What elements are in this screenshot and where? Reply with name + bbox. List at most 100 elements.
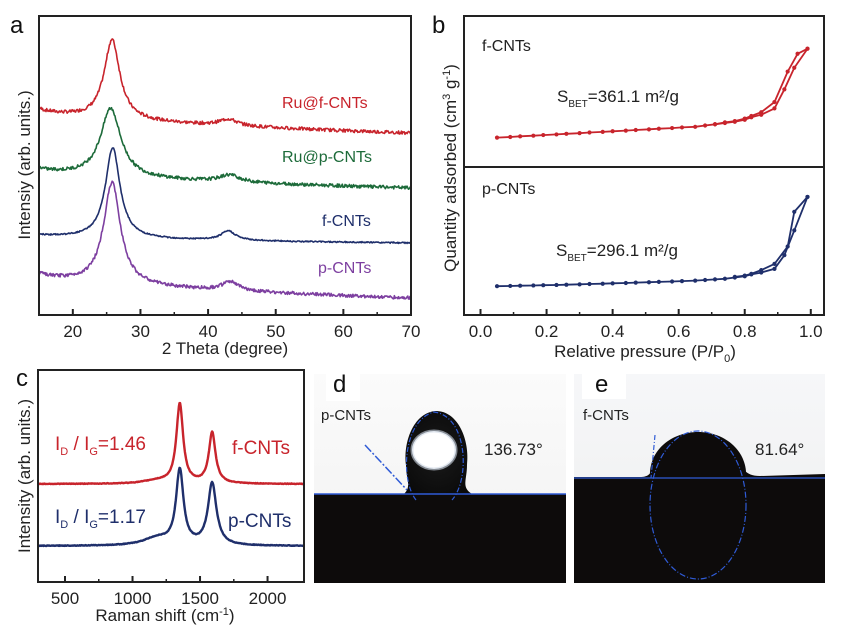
- y-title-main: Quantity adsorbed (cm: [441, 100, 460, 272]
- xrd-line-ru-at-f-cnts: [38, 38, 412, 136]
- isotherm-point: [633, 280, 638, 285]
- isotherm-point: [679, 279, 685, 284]
- isotherm-point: [785, 69, 790, 74]
- isotherm-point: [792, 65, 797, 70]
- isotherm-point: [518, 134, 523, 139]
- panel-a: a 20 30 40 50 60 70 Ru@f-CNTs Ru@p-CNTs f-CNTs p…: [10, 12, 420, 358]
- isotherm-point: [577, 282, 582, 287]
- panel-c-f-cnts-ratio: ID / IG=1.46: [55, 434, 146, 458]
- panel-letter-d: d: [333, 371, 346, 398]
- x-title-main: Raman shift (cm: [95, 606, 219, 625]
- isotherm-point: [508, 283, 513, 289]
- sbet-subscript: BET: [568, 99, 587, 110]
- x-title-subscript: 0: [724, 353, 730, 365]
- isotherm-point: [712, 122, 718, 127]
- isotherm-point: [795, 51, 800, 56]
- isotherm-point: [742, 116, 747, 121]
- isotherm-point: [494, 284, 500, 289]
- x-tick-label: 0.4: [601, 322, 625, 341]
- xrd-series-label: Ru@p-CNTs: [282, 149, 372, 166]
- panel-letter-e: e: [595, 371, 608, 398]
- isotherm-point: [577, 131, 582, 136]
- isotherm-point: [785, 244, 790, 249]
- isotherm-point: [693, 278, 698, 283]
- x-tick-label: 30: [131, 322, 150, 341]
- y-title-sup1: 3: [441, 94, 453, 100]
- isotherm-point: [712, 277, 718, 282]
- isotherm-point: [759, 110, 764, 115]
- isotherm-point: [531, 283, 536, 288]
- isotherm-point: [742, 273, 747, 278]
- isotherm-point: [610, 129, 615, 134]
- photo-e-substrate: [574, 470, 825, 583]
- ratio-mid: / I: [68, 434, 89, 455]
- panel-a-series-labels: Ru@f-CNTs Ru@p-CNTs f-CNTs p-CNTs: [282, 95, 372, 277]
- isotherm-point: [679, 125, 685, 130]
- isotherm-point: [518, 283, 523, 288]
- panel-b-bottom-sample-label: p-CNTs: [482, 181, 535, 198]
- x-tick-label: 50: [266, 322, 285, 341]
- isotherm-point: [703, 123, 708, 128]
- panel-c: c 500 1000 1500 2000 ID / IG=1.46 ID / IG=1…: [15, 365, 305, 625]
- isotherm-point: [646, 280, 652, 285]
- photo-e-fit-circle: [649, 430, 747, 580]
- panel-a-series-group: [38, 38, 412, 300]
- sbet-value: =296.1 m²/g: [587, 241, 678, 260]
- isotherm-point: [749, 271, 754, 276]
- isotherm-point: [782, 87, 787, 92]
- isotherm-point: [772, 266, 777, 271]
- panel-b: b 0.0 0.2 0.4 0.6 0.8 1.0 f-CNTs p-CNTs SBET=…: [432, 12, 825, 365]
- photo-e-letter-box: [582, 371, 626, 399]
- isotherm-point: [600, 281, 605, 286]
- isotherm-point: [759, 267, 764, 273]
- ratio-g-sub: G: [89, 446, 98, 458]
- isotherm-point: [494, 135, 500, 140]
- panel-a-frame: [38, 15, 412, 316]
- isotherm-point: [564, 131, 569, 136]
- panel-a-y-axis-title: Intensiy (arb. units.): [15, 90, 34, 239]
- isotherm-point: [722, 276, 728, 281]
- isotherm-point: [805, 194, 810, 200]
- isotherm-point: [792, 228, 797, 233]
- panel-b-frame: [463, 15, 825, 316]
- photo-d-substrate: [314, 494, 566, 583]
- panel-c-y-axis-title: Intensity (arb. units.): [15, 399, 34, 553]
- sbet-value: =361.1 m²/g: [588, 87, 679, 106]
- photo-d-tangent-line: [364, 444, 408, 491]
- ratio-value: =1.46: [98, 434, 146, 455]
- y-title-end: ): [441, 64, 460, 70]
- isotherm-point: [805, 46, 810, 51]
- panel-c-x-axis-title: Raman shift (cm-1): [95, 606, 234, 625]
- isotherm-point: [669, 279, 675, 284]
- x-tick-label: 0.0: [469, 322, 493, 341]
- isotherm-point: [782, 253, 787, 258]
- photo-e-droplet: [649, 432, 747, 478]
- panel-c-p-cnts-ratio: ID / IG=1.17: [55, 507, 146, 531]
- x-tick-label: 0.8: [733, 322, 757, 341]
- x-tick-label: 70: [402, 322, 421, 341]
- panel-b-x-axis-title: Relative pressure (P/P0): [554, 342, 736, 365]
- isotherm-desorption-line-p-cnts: [734, 196, 809, 278]
- x-tick-label: 0.2: [535, 322, 559, 341]
- panel-letter-a: a: [10, 12, 24, 39]
- photo-e-contact-angle: 81.64°: [755, 440, 804, 459]
- xrd-line-p-cnts: [38, 180, 412, 300]
- photo-e-tangent-line: [650, 434, 656, 479]
- x-tick-label: 1.0: [799, 322, 823, 341]
- isotherm-point: [792, 209, 797, 214]
- panel-b-bottom-sbet-annotation: SBET=296.1 m²/g: [556, 241, 678, 264]
- raman-line-p-cnts: [37, 466, 305, 548]
- xrd-series-label: Ru@f-CNTs: [282, 95, 368, 112]
- isotherm-point: [623, 280, 628, 286]
- panel-c-series-group: [37, 401, 305, 548]
- y-title-mid: g: [441, 80, 460, 94]
- ratio-i: I: [55, 507, 60, 528]
- ratio-value: =1.17: [98, 507, 146, 528]
- x-title-end: ): [229, 606, 235, 625]
- isotherm-desorption-line-f-cnts: [714, 47, 808, 126]
- panel-a-x-axis-title: 2 Theta (degree): [162, 339, 288, 358]
- x-tick-label: 40: [199, 322, 218, 341]
- isotherm-point: [531, 133, 536, 138]
- isotherm-point: [703, 277, 708, 283]
